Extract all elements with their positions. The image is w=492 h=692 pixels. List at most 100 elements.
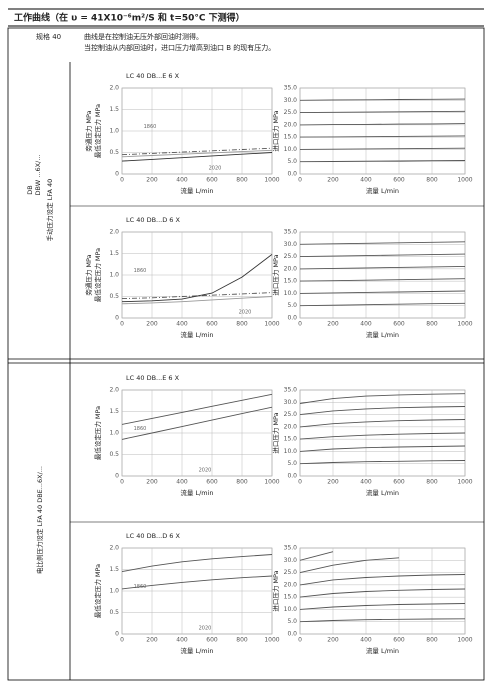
y-axis-label: 进口压力 MPa [271, 254, 280, 295]
y-tick-label: 0.5 [109, 609, 119, 616]
annotation: 1860 [134, 426, 147, 432]
series-line [299, 110, 466, 114]
y-tick-label: 35.0 [284, 85, 298, 92]
y-tick-label: 2.0 [109, 229, 119, 236]
y-tick-label: 10.0 [284, 448, 298, 455]
x-tick-label: 800 [236, 479, 248, 486]
series-line [299, 432, 466, 440]
y-tick-label: 1.5 [109, 250, 119, 257]
y-axis-label: 最低设定压力 MPa [93, 406, 102, 460]
y-tick-label: 30.0 [284, 557, 298, 564]
series-line [299, 460, 466, 465]
series-line [121, 554, 273, 573]
series-line [121, 149, 273, 158]
x-axis-label: 流量 L/min [180, 186, 213, 195]
series-line [299, 98, 466, 101]
y-tick-label: 0.0 [287, 315, 297, 322]
y-tick-label: 25.0 [284, 253, 298, 260]
y-tick-label: 0 [115, 631, 119, 638]
x-tick-label: 200 [146, 479, 158, 486]
y-tick-label: 10.0 [284, 290, 298, 297]
x-tick-label: 400 [360, 321, 372, 328]
x-tick-label: 800 [426, 637, 438, 644]
y-tick-label: 1.5 [109, 566, 119, 573]
series-line [299, 393, 466, 404]
y-tick-label: 20.0 [284, 581, 298, 588]
y-tick-label: 25.0 [284, 569, 298, 576]
series-line [299, 278, 466, 282]
x-tick-label: 1000 [264, 177, 279, 184]
x-tick-label: 400 [176, 637, 188, 644]
series-line [121, 296, 273, 305]
chart-subtitle: LC 40 DB...D 6 X [126, 216, 180, 224]
y-axis-label: 进口压力 MPa [271, 412, 280, 453]
y-tick-label: 30.0 [284, 97, 298, 104]
y-tick-label: 0.5 [109, 451, 119, 458]
x-tick-label: 600 [393, 637, 405, 644]
side-label: DBW ...6X/... [34, 155, 42, 196]
y-axis-label: 旁通压力 MPa [84, 110, 93, 151]
x-tick-label: 800 [236, 321, 248, 328]
x-tick-label: 0 [298, 479, 302, 486]
series-line [121, 575, 273, 590]
y-tick-label: 0 [115, 315, 119, 322]
chart-subtitle: LC 40 DB...E 6 X [126, 374, 180, 382]
series-line [299, 160, 466, 163]
x-tick-label: 800 [426, 479, 438, 486]
x-tick-label: 1000 [457, 637, 472, 644]
x-axis-label: 流量 L/min [180, 488, 213, 497]
x-tick-label: 0 [298, 321, 302, 328]
series-line [299, 618, 466, 623]
x-tick-label: 400 [176, 321, 188, 328]
y-tick-label: 5.0 [287, 158, 297, 165]
x-tick-label: 1000 [457, 321, 472, 328]
y-tick-label: 35.0 [284, 229, 298, 236]
series-line [299, 147, 466, 150]
x-tick-label: 400 [176, 479, 188, 486]
annotation: 1860 [134, 584, 147, 590]
x-tick-label: 200 [146, 321, 158, 328]
x-axis-label: 流量 L/min [366, 330, 399, 339]
x-tick-label: 1000 [457, 177, 472, 184]
y-axis-label: 进口压力 MPa [271, 110, 280, 151]
annotation: 2020 [239, 310, 252, 316]
x-tick-label: 400 [360, 637, 372, 644]
x-tick-label: 1000 [264, 321, 279, 328]
y-tick-label: 0.5 [109, 149, 119, 156]
y-axis-label: 最低设定压力 MPa [93, 104, 102, 158]
x-tick-label: 400 [176, 177, 188, 184]
y-tick-label: 20.0 [284, 265, 298, 272]
x-tick-label: 0 [298, 637, 302, 644]
y-tick-label: 0.5 [109, 293, 119, 300]
x-axis-label: 流量 L/min [366, 186, 399, 195]
series-line [299, 603, 466, 610]
annotation: 1860 [134, 268, 147, 274]
x-tick-label: 0 [120, 321, 124, 328]
series-line [299, 241, 466, 245]
y-tick-label: 5.0 [287, 460, 297, 467]
x-tick-label: 800 [236, 177, 248, 184]
x-tick-label: 1000 [264, 479, 279, 486]
y-tick-label: 15.0 [284, 134, 298, 141]
series-line [299, 265, 466, 270]
y-tick-label: 2.0 [109, 85, 119, 92]
frame [7, 27, 485, 681]
x-tick-label: 200 [327, 479, 339, 486]
x-tick-label: 400 [360, 177, 372, 184]
x-tick-label: 1000 [457, 479, 472, 486]
x-tick-label: 200 [146, 637, 158, 644]
note: 当控制油从内部回油时，进口压力增高到油口 B 的现有压力。 [84, 43, 275, 52]
y-tick-label: 25.0 [284, 411, 298, 418]
y-tick-label: 35.0 [284, 387, 298, 394]
x-tick-label: 600 [393, 321, 405, 328]
side-label: 手动压力设定 LFA 40 [45, 179, 54, 242]
y-tick-label: 1.0 [109, 272, 119, 279]
series-line [299, 574, 466, 586]
series-line [299, 419, 466, 428]
y-tick-label: 20.0 [284, 423, 298, 430]
x-axis-label: 流量 L/min [366, 646, 399, 655]
series-line [299, 406, 466, 416]
annotation: 2020 [199, 626, 212, 632]
series-line [299, 551, 334, 561]
